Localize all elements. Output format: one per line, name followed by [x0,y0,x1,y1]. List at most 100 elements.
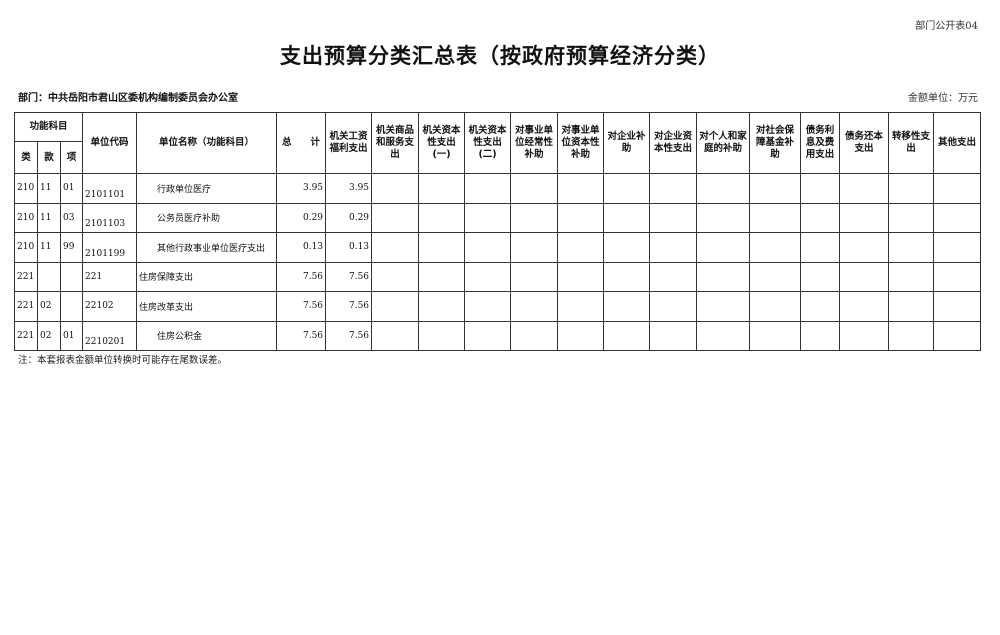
table-row: 221 02 01 2210201 住房公积金 7.56 7.56 [14,320,982,351]
cell-total: 0.29 [276,202,327,233]
cell-empty [510,202,559,233]
cell-empty [933,261,982,292]
cell-empty [464,320,512,351]
cell-empty [800,232,841,263]
cell-empty [696,320,751,351]
header-lei: 类 [14,141,38,174]
cell-empty [603,320,651,351]
cell-empty [371,173,420,204]
header-econ-category: 转移性支出 [888,112,935,174]
header-econ-category: 债务还本支出 [839,112,890,174]
cell-empty [888,291,935,322]
cell-xiang [59,261,84,292]
cell-empty [557,320,605,351]
cell-kuan: 11 [37,232,61,263]
cell-total: 7.56 [276,291,327,322]
cell-empty [839,232,890,263]
table-row: 210 11 99 2101199 其他行政事业单位医疗支出 0.13 0.13 [14,232,982,263]
cell-empty [649,202,698,233]
cell-empty [839,320,890,351]
cell-empty [749,261,802,292]
cell-empty [418,173,466,204]
cell-unit-code: 2210201 [82,320,138,351]
cell-empty [749,232,802,263]
header-econ-category: 机关商品和服务支出 [371,112,420,174]
header-econ-category: 对个人和家庭的补助 [696,112,751,174]
cell-empty [696,232,751,263]
cell-empty [749,202,802,233]
cell-empty [418,291,466,322]
cell-wage-welfare: 7.56 [325,261,373,292]
cell-kuan: 11 [37,202,61,233]
cell-empty [839,291,890,322]
cell-lei: 221 [14,291,38,322]
cell-empty [510,291,559,322]
cell-unit-code: 221 [82,261,138,292]
cell-lei: 221 [14,320,38,351]
cell-wage-welfare: 3.95 [325,173,373,204]
cell-unit-code: 2101103 [82,202,138,233]
cell-total: 3.95 [276,173,327,204]
cell-empty [888,202,935,233]
page-title: 支出预算分类汇总表（按政府预算经济分类） [280,44,720,68]
cell-empty [933,291,982,322]
cell-empty [933,320,982,351]
cell-kuan: 02 [37,320,61,351]
cell-total: 0.13 [276,232,327,263]
cell-empty [371,261,420,292]
cell-empty [800,173,841,204]
cell-empty [418,232,466,263]
cell-unit-code: 22102 [82,291,138,322]
cell-empty [800,202,841,233]
cell-unit-name: 住房公积金 [136,320,278,351]
cell-unit-name: 行政单位医疗 [136,173,278,204]
cell-empty [696,261,751,292]
cell-empty [696,291,751,322]
cell-empty [464,173,512,204]
cell-empty [371,202,420,233]
cell-lei: 210 [14,232,38,263]
cell-xiang [59,291,84,322]
cell-empty [749,173,802,204]
amount-unit-label: 金额单位：万元 [908,93,978,104]
cell-empty [371,320,420,351]
cell-empty [603,291,651,322]
header-total: 总 计 [276,112,327,174]
cell-wage-welfare: 0.13 [325,232,373,263]
cell-wage-welfare: 7.56 [325,320,373,351]
cell-empty [464,261,512,292]
cell-total: 7.56 [276,320,327,351]
cell-xiang: 03 [59,202,84,233]
cell-unit-name: 住房改革支出 [136,291,278,322]
cell-wage-welfare: 0.29 [325,202,373,233]
cell-xiang: 01 [59,173,84,204]
cell-empty [839,261,890,292]
cell-empty [649,261,698,292]
cell-empty [800,261,841,292]
cell-empty [464,232,512,263]
cell-empty [557,291,605,322]
cell-empty [557,173,605,204]
cell-empty [510,261,559,292]
header-xiang: 项 [59,141,84,174]
department-label: 部门：中共岳阳市君山区委机构编制委员会办公室 [18,93,238,104]
cell-empty [749,320,802,351]
cell-empty [649,232,698,263]
header-econ-category: 对企业资本性支出 [649,112,698,174]
cell-empty [603,232,651,263]
table-row: 221 02 22102 住房改革支出 7.56 7.56 [14,291,982,322]
cell-empty [800,320,841,351]
cell-empty [696,202,751,233]
cell-empty [800,291,841,322]
cell-empty [603,261,651,292]
cell-lei: 210 [14,202,38,233]
cell-empty [603,202,651,233]
header-econ-category: 对事业单位经常性补助 [510,112,559,174]
cell-empty [464,202,512,233]
cell-empty [557,232,605,263]
cell-empty [510,320,559,351]
cell-empty [839,202,890,233]
cell-empty [933,173,982,204]
cell-empty [649,320,698,351]
header-econ-category: 其他支出 [933,112,982,174]
